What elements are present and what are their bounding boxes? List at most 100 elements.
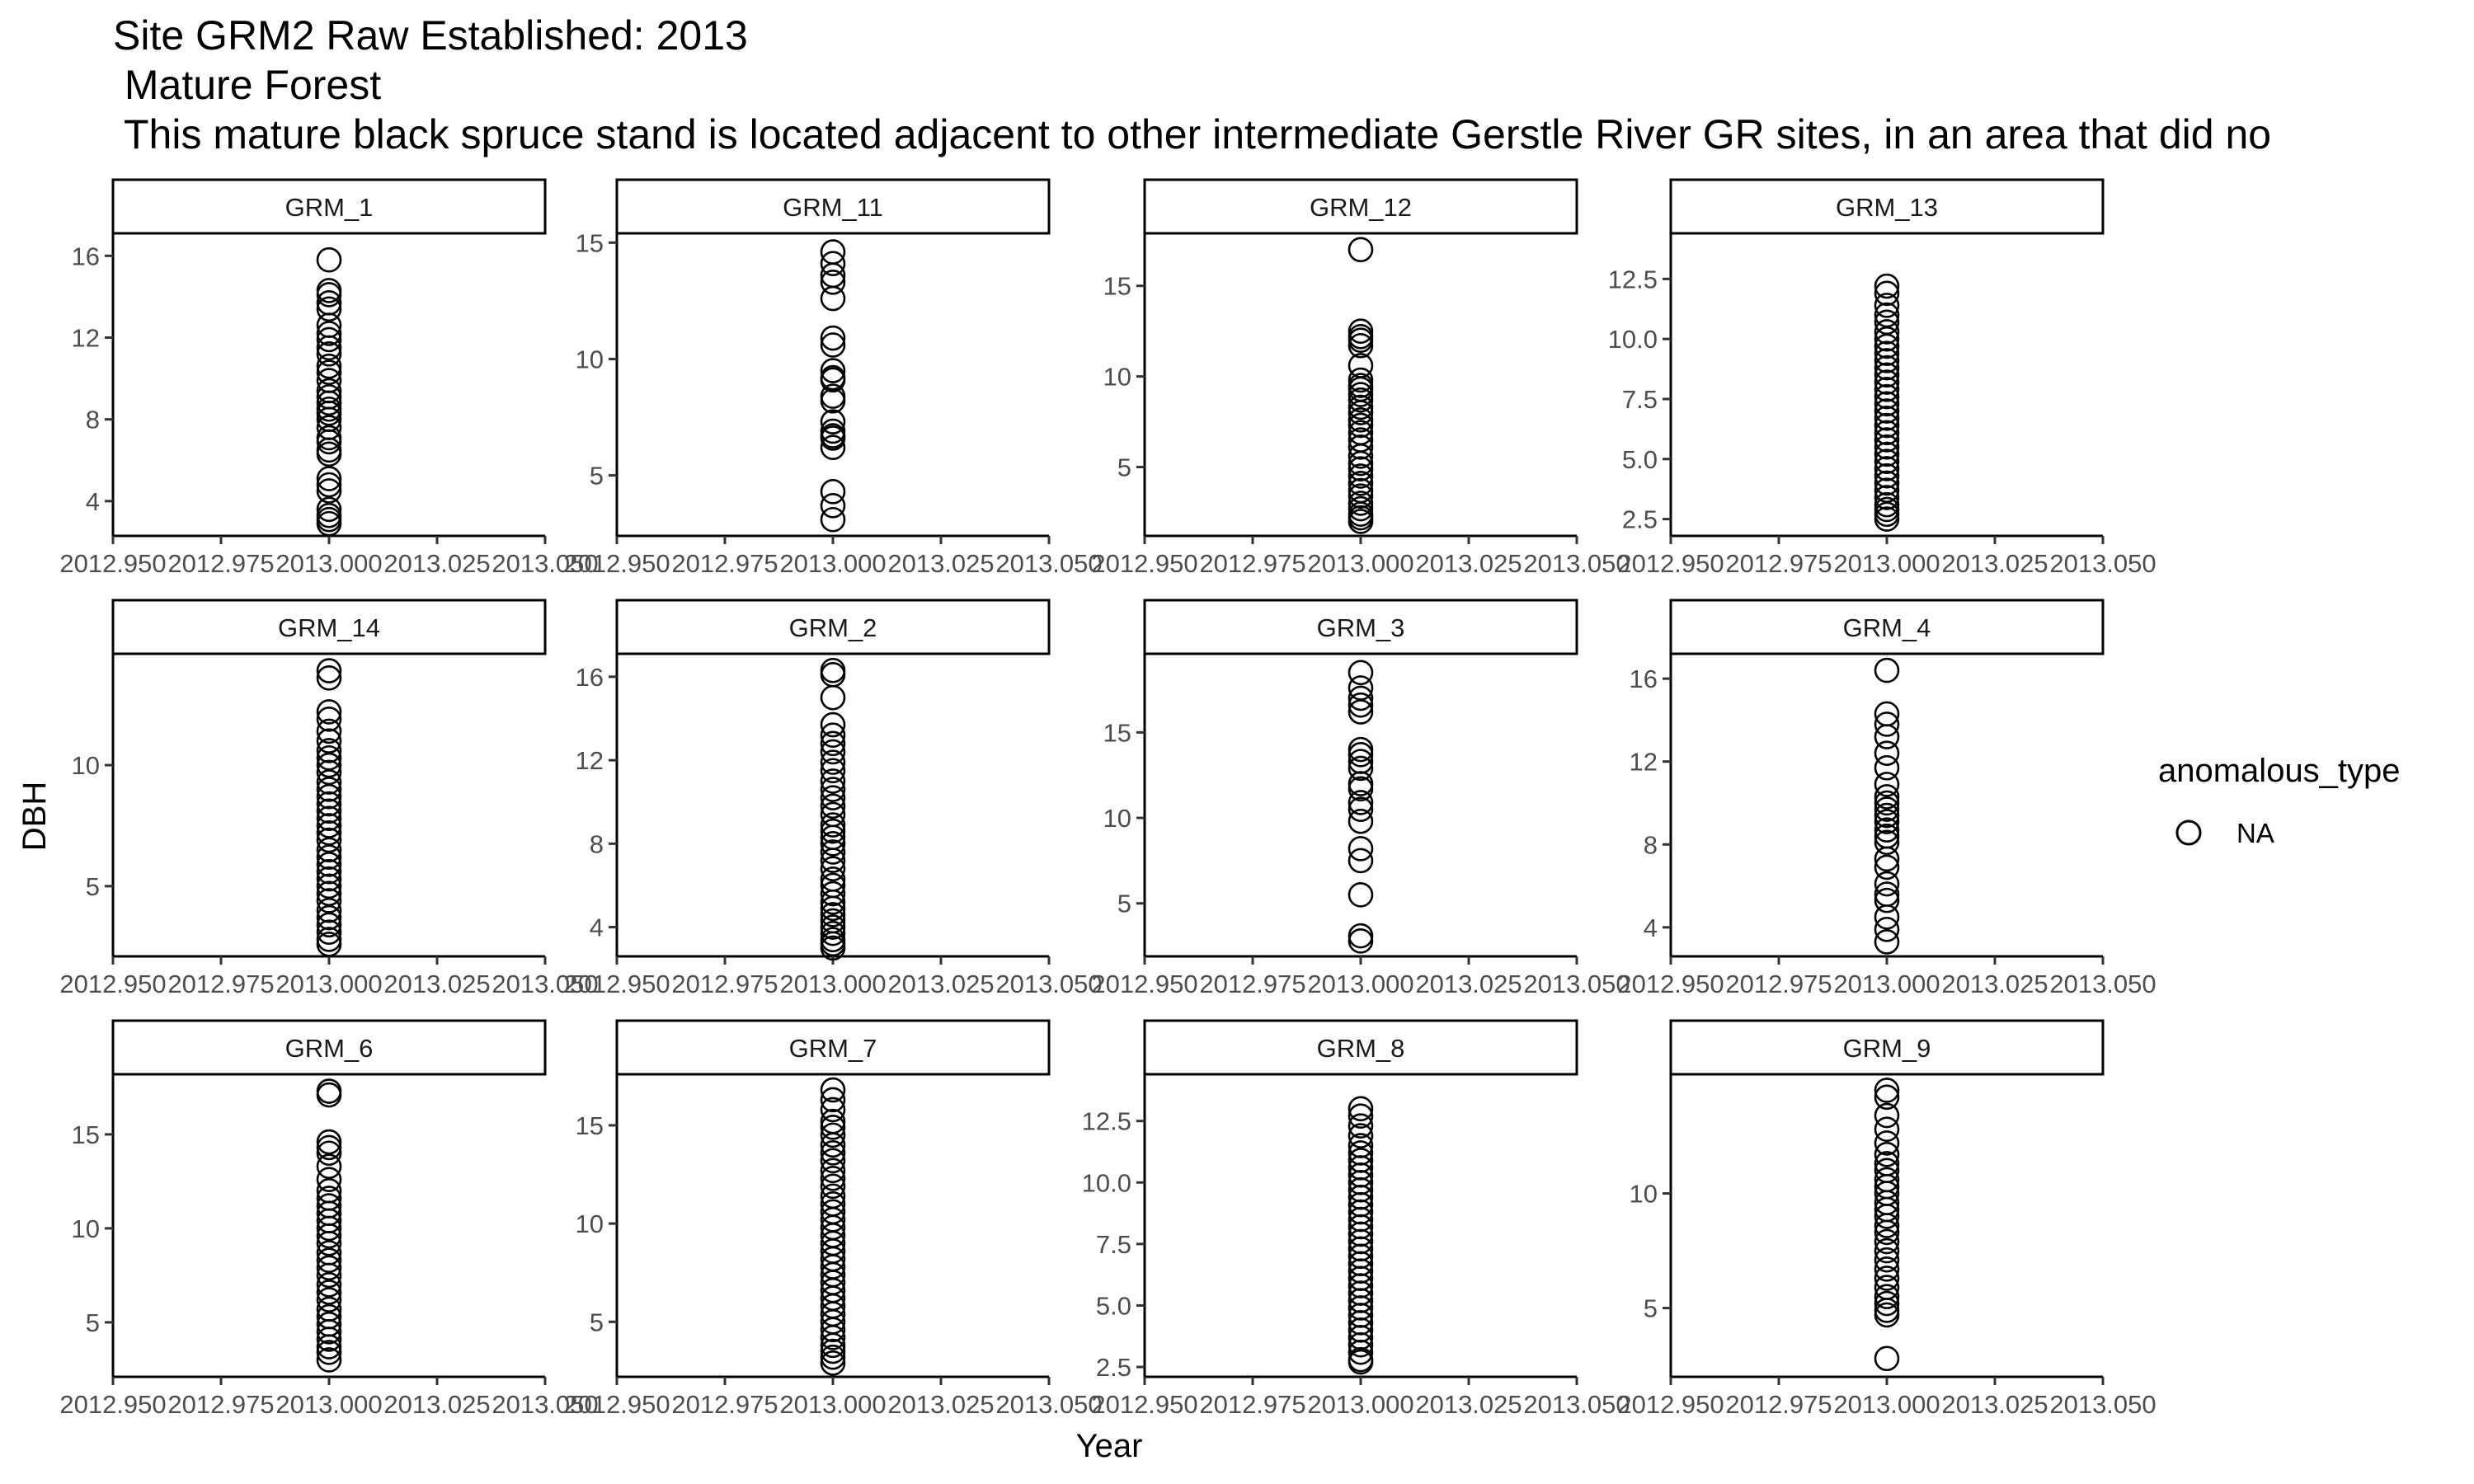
facet-strip: [1143, 599, 1578, 655]
data-point: [1874, 740, 1900, 766]
data-point: [1348, 495, 1374, 522]
y-tick-label: 12.5: [1082, 1107, 1131, 1136]
x-axis-title: Year: [1076, 1428, 1143, 1464]
y-tick-label: 5: [590, 1308, 604, 1336]
data-point: [1874, 904, 1900, 930]
data-point: [1874, 1256, 1900, 1282]
y-tick-label: 8: [590, 829, 604, 858]
data-point: [1874, 398, 1900, 424]
y-tick-label: 15: [576, 1111, 604, 1140]
y-tick-label: 15: [1103, 718, 1131, 747]
data-point: [316, 813, 342, 838]
x-tick-label: 2012.950: [59, 1390, 166, 1419]
data-point: [820, 856, 846, 881]
data-point: [1348, 407, 1374, 433]
data-point: [316, 1167, 342, 1192]
data-point: [820, 1325, 846, 1350]
data-point: [820, 492, 846, 519]
data-point: [1348, 1113, 1374, 1139]
data-point: [820, 881, 846, 907]
data-point: [1348, 327, 1374, 353]
data-point: [316, 1272, 342, 1298]
title-line-1: Site GRM2 Raw Established: 2013: [113, 12, 748, 59]
data-point: [1348, 660, 1374, 686]
x-tick-label: 2013.050: [492, 970, 598, 998]
data-point: [820, 839, 846, 865]
x-tick-label: 2013.050: [2049, 549, 2156, 578]
facet-strip-label: GRM_13: [1836, 193, 1938, 222]
y-tick-label: 4: [1644, 913, 1658, 942]
data-point: [1874, 340, 1900, 366]
facet-strip-label: GRM_1: [285, 193, 374, 222]
chart-title: Site GRM2 Raw Established: 2013 Mature F…: [113, 12, 2271, 157]
data-point: [820, 285, 846, 312]
data-point: [1348, 491, 1374, 516]
data-point: [316, 665, 342, 691]
data-point: [1874, 1084, 1900, 1111]
data-point: [820, 902, 846, 928]
data-point: [1874, 348, 1900, 373]
data-point: [316, 873, 342, 899]
data-point: [820, 1317, 846, 1343]
data-point: [1348, 394, 1374, 420]
data-point: [1874, 369, 1900, 395]
data-point: [1874, 405, 1900, 431]
facet-strip: [1669, 599, 2105, 655]
data-point: [316, 1347, 342, 1373]
facet-strip-label: GRM_11: [783, 193, 883, 222]
x-tick-label: 2012.975: [1725, 549, 1832, 578]
data-point: [1874, 383, 1900, 410]
data-point: [316, 472, 342, 498]
data-point: [316, 819, 342, 846]
data-point: [1348, 848, 1374, 874]
data-point: [1348, 692, 1374, 718]
data-point: [820, 711, 846, 738]
data-point: [1874, 420, 1900, 446]
facet-strip-label: GRM_3: [1317, 613, 1405, 642]
data-point: [316, 897, 342, 923]
y-tick-label: 12: [72, 323, 100, 352]
data-point: [316, 1215, 342, 1242]
facet-strip: [615, 1019, 1051, 1076]
data-point: [1874, 701, 1900, 727]
data-point: [1874, 1284, 1900, 1309]
data-point: [820, 818, 846, 844]
x-tick-label: 2012.950: [1091, 1390, 1197, 1419]
y-tick-label: 15: [1103, 272, 1131, 301]
data-point: [316, 282, 342, 308]
y-axis-title: DBH: [16, 782, 53, 851]
data-point: [316, 510, 342, 537]
data-point: [316, 466, 342, 491]
data-point: [1874, 506, 1900, 532]
data-point: [820, 251, 846, 277]
data-point: [1348, 923, 1374, 949]
data-point: [1348, 1096, 1374, 1122]
x-tick-label: 2013.000: [1307, 970, 1413, 998]
data-point: [1874, 280, 1900, 307]
data-point: [1874, 1345, 1900, 1372]
x-tick-label: 2013.050: [995, 970, 1102, 998]
data-point: [316, 759, 342, 786]
data-point: [1874, 871, 1900, 897]
data-point: [316, 296, 342, 322]
data-point: [820, 793, 846, 819]
data-point: [1874, 790, 1900, 816]
data-point: [316, 496, 342, 523]
y-tick-label: 10: [1630, 1180, 1658, 1209]
data-point: [1348, 736, 1374, 763]
data-point: [1874, 1228, 1900, 1255]
data-point: [316, 827, 342, 853]
data-point: [316, 247, 342, 273]
x-tick-label: 2013.000: [1307, 1390, 1413, 1419]
data-point: [1874, 470, 1900, 496]
data-point: [820, 387, 846, 414]
data-point: [820, 434, 846, 461]
data-point: [1348, 483, 1374, 509]
data-point: [1874, 881, 1900, 907]
data-point: [316, 738, 342, 763]
